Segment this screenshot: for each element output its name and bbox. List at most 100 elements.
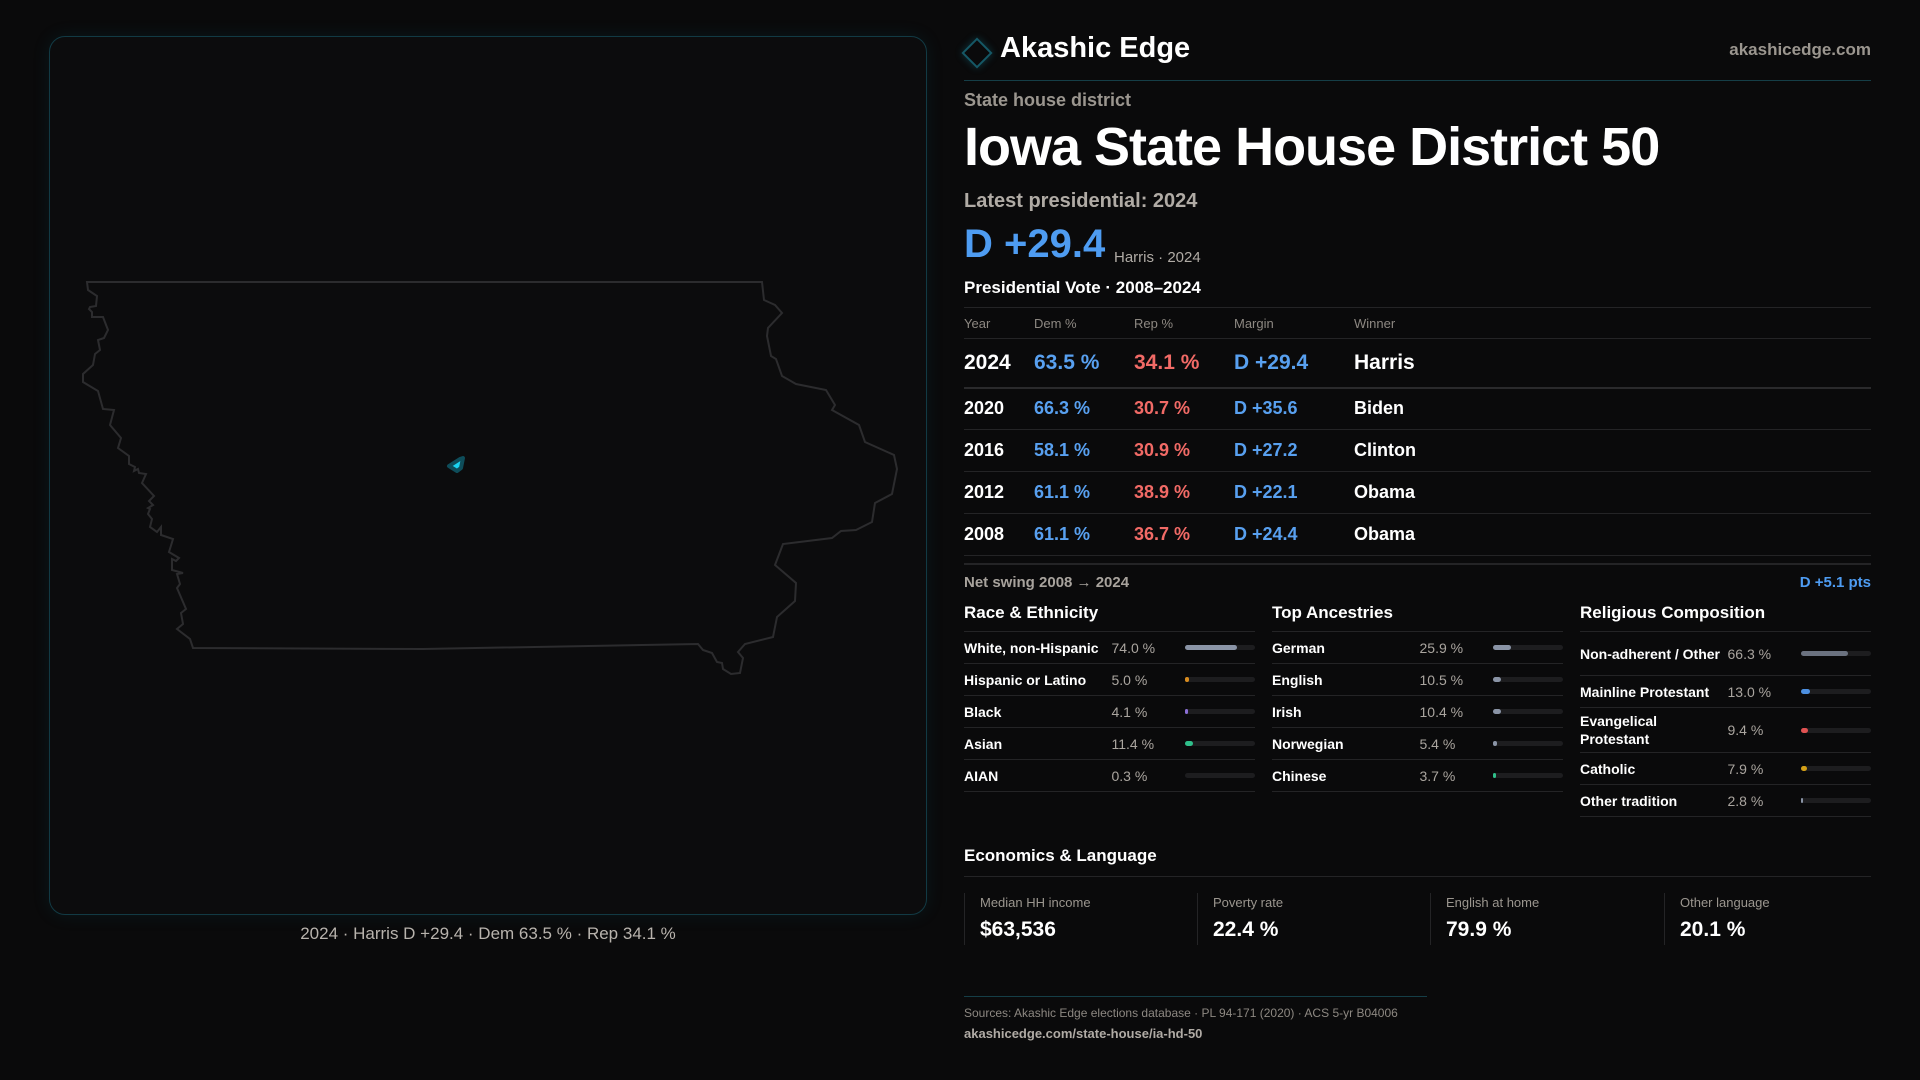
header-divider	[964, 80, 1871, 81]
stat-bar	[1801, 798, 1872, 803]
stat-bar-fill	[1493, 645, 1512, 650]
logo-diamond-icon	[961, 37, 993, 69]
state-outline	[82, 281, 899, 676]
stat-bar	[1185, 741, 1256, 746]
econ-card: Median HH income $63,536	[964, 893, 1190, 945]
stat-row: Black 4.1 %	[964, 696, 1256, 728]
headline-margin: D +29.4	[964, 222, 1106, 266]
stat-value: 66.3 %	[1727, 645, 1772, 662]
stat-value: 5.4 %	[1419, 735, 1456, 752]
stat-row: Other tradition 2.8 %	[1580, 785, 1872, 817]
stat-value: 4.1 %	[1111, 703, 1148, 720]
section-title: Religious Composition	[1580, 603, 1871, 632]
stat-bar	[1493, 677, 1564, 682]
stat-bar-fill	[1801, 766, 1807, 771]
page-url[interactable]: akashicedge.com/state-house/ia-hd-50	[964, 1026, 1203, 1041]
econ-card-value: 79.9 %	[1446, 918, 1512, 941]
stat-label: Chinese	[1272, 767, 1327, 784]
site-link[interactable]: akashicedge.com	[1729, 40, 1871, 59]
stat-bar-fill	[1801, 651, 1848, 656]
section-top-ancestries: Top Ancestries German 25.9 % English 10.5 % I…	[1272, 603, 1564, 792]
section-religious-composition: Religious Composition Non-adherent / Othe…	[1580, 603, 1872, 817]
cell-margin: D +24.4	[1234, 513, 1354, 556]
col-year: Year	[964, 307, 1034, 339]
stat-value: 10.4 %	[1419, 703, 1464, 720]
stat-bar-fill	[1493, 677, 1501, 682]
section-race-ethnicity: Race & Ethnicity White, non-Hispanic 74.0 …	[964, 603, 1256, 792]
cell-rep: 34.1 %	[1134, 338, 1234, 389]
stat-label: Black	[964, 703, 1002, 720]
stat-label: Non-adherent / Other	[1580, 645, 1721, 662]
stat-row: Chinese 3.7 %	[1272, 760, 1564, 792]
cell-rep: 36.7 %	[1134, 513, 1234, 556]
stat-row: AIAN 0.3 %	[964, 760, 1256, 792]
district-highlight[interactable]	[447, 456, 465, 473]
stat-label: Asian	[964, 735, 1003, 752]
col-dem: Dem %	[1034, 307, 1134, 339]
stat-bar	[1493, 709, 1564, 714]
stat-value: 7.9 %	[1727, 760, 1764, 777]
stat-bar	[1801, 727, 1872, 733]
stat-row: White, non-Hispanic 74.0 %	[964, 632, 1256, 664]
stat-bar-fill	[1801, 798, 1804, 803]
econ-card: English at home 79.9 %	[1430, 893, 1656, 945]
stat-value: 3.7 %	[1419, 767, 1456, 784]
stat-bar-fill	[1801, 727, 1808, 733]
stat-label: Catholic	[1580, 760, 1636, 777]
stat-bar-fill	[1493, 741, 1498, 746]
stat-value: 9.4 %	[1727, 722, 1764, 738]
stat-value: 5.0 %	[1111, 671, 1148, 688]
net-swing-label: Net swing 2008 → 2024	[964, 574, 1130, 591]
stat-bar	[1493, 773, 1564, 778]
presidential-table: Year Dem % Rep % Margin Winner 2024 63.5 …	[964, 307, 1871, 556]
cell-year: 2012	[964, 471, 1034, 514]
map-caption: 2024 · Harris D +29.4 · Dem 63.5 % · Rep…	[300, 924, 676, 943]
table-row: 2012 61.1 % 38.9 % D +22.1 Obama	[964, 471, 1871, 514]
iowa-map[interactable]	[50, 37, 928, 916]
stat-value: 25.9 %	[1419, 639, 1464, 656]
cell-dem: 63.5 %	[1034, 338, 1134, 389]
footer-divider	[964, 996, 1427, 997]
stat-bar	[1185, 709, 1256, 714]
stat-label: German	[1272, 639, 1325, 656]
cell-margin: D +29.4	[1234, 338, 1354, 389]
headline-margin-sub: Harris · 2024	[1114, 249, 1201, 266]
cell-winner: Biden	[1354, 387, 1871, 430]
cell-margin: D +35.6	[1234, 387, 1354, 430]
cell-winner: Harris	[1354, 338, 1871, 389]
table-row: 2024 63.5 % 34.1 % D +29.4 Harris	[964, 338, 1871, 389]
stat-bar	[1185, 645, 1256, 650]
stat-value: 74.0 %	[1111, 639, 1156, 656]
table-row: 2008 61.1 % 36.7 % D +24.4 Obama	[964, 513, 1871, 556]
cell-rep: 30.7 %	[1134, 387, 1234, 430]
col-rep: Rep %	[1134, 307, 1234, 339]
stat-label: Irish	[1272, 703, 1302, 720]
stat-label: Mainline Protestant	[1580, 683, 1710, 700]
net-swing-value: D +5.1 pts	[1799, 574, 1871, 591]
sources-text: Sources: Akashic Edge elections database…	[964, 1006, 1398, 1020]
stat-row: Evangelical Protestant 9.4 %	[1580, 708, 1872, 753]
stat-bar	[1801, 651, 1872, 656]
stat-bar-fill	[1493, 773, 1496, 778]
econ-card: Other language 20.1 %	[1664, 893, 1890, 945]
stat-label: Evangelical Protestant	[1580, 713, 1658, 747]
page-title: Iowa State House District 50	[964, 117, 1660, 177]
economics-divider	[964, 876, 1871, 877]
stat-bar-fill	[1801, 689, 1811, 694]
stat-row: German 25.9 %	[1272, 632, 1564, 664]
cell-year: 2008	[964, 513, 1034, 556]
stat-bar	[1185, 773, 1256, 778]
stat-bar	[1493, 645, 1564, 650]
kicker: State house district	[964, 90, 1132, 110]
econ-card-value: $63,536	[980, 918, 1056, 941]
stat-bar-fill	[1185, 709, 1189, 714]
stat-bar	[1801, 689, 1872, 694]
map-panel[interactable]	[49, 36, 927, 915]
econ-card-label: Median HH income	[980, 895, 1091, 910]
col-margin: Margin	[1234, 307, 1354, 339]
stat-bar-fill	[1185, 741, 1194, 746]
stat-label: Other tradition	[1580, 792, 1678, 809]
econ-card-value: 20.1 %	[1680, 918, 1746, 941]
stat-value: 11.4 %	[1111, 735, 1155, 752]
stat-label: Hispanic or Latino	[964, 671, 1087, 688]
